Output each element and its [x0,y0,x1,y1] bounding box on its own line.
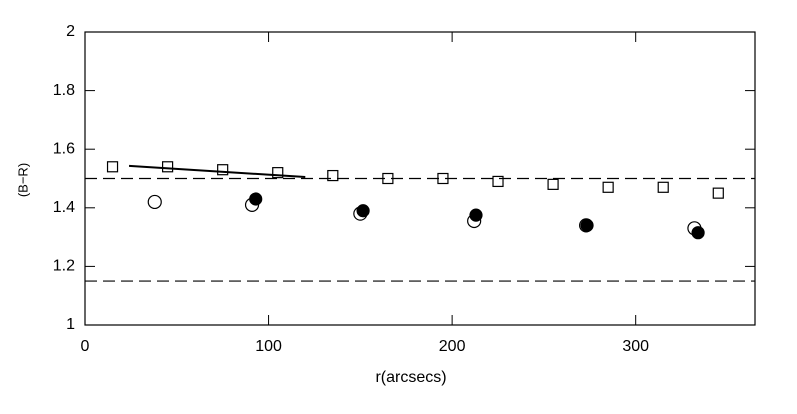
filled-circle-point [691,226,705,240]
y-tick-label: 1.2 [53,258,75,275]
x-tick-label: 200 [439,338,466,355]
x-tick-label: 100 [255,338,282,355]
square-point [602,181,614,193]
x-axis-label: r(arcsecs) [375,369,446,386]
square-point [217,164,229,176]
square-point [162,161,174,173]
square-point [547,178,559,190]
filled-circle-point [249,192,263,206]
square-point [437,172,449,185]
square-point [657,181,669,193]
y-axis-label: (B−R) [15,163,30,197]
square-point [106,161,119,173]
square-point [492,175,504,188]
y-tick-label: 1 [66,316,75,333]
y-tick-label: 1.8 [53,82,75,99]
square-point [712,187,724,199]
filled-circle-point [469,208,483,222]
y-tick-label: 1.6 [53,140,75,157]
filled-circle-point [356,204,370,218]
open-circle-point [147,194,162,210]
fit-line [128,164,306,179]
y-tick-label: 1.4 [53,199,75,216]
x-tick-label: 0 [81,338,90,355]
square-point [272,167,284,179]
filled-circle-point [580,218,594,232]
square-point [327,169,339,182]
square-point [382,172,394,185]
y-tick-label: 2 [66,23,75,40]
x-tick-label: 300 [622,338,649,355]
